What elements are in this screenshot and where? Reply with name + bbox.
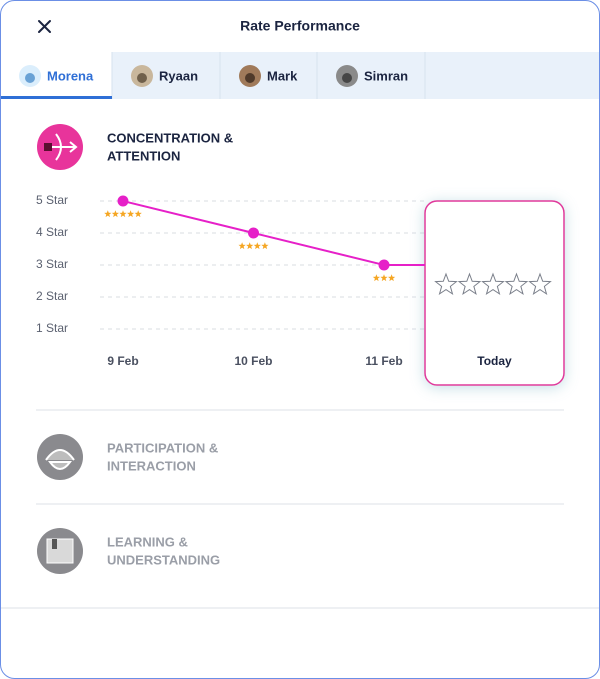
mini-star bbox=[253, 242, 261, 250]
y-tick-label: 1 Star bbox=[36, 321, 68, 335]
section-title: CONCENTRATION & bbox=[107, 130, 233, 145]
section-title: LEARNING & bbox=[107, 534, 188, 549]
avatar-face bbox=[25, 73, 35, 83]
mini-star bbox=[387, 274, 396, 282]
point bbox=[378, 259, 390, 271]
tab-background[interactable] bbox=[221, 52, 317, 99]
avatar-face bbox=[245, 73, 255, 83]
rating-star-button[interactable] bbox=[434, 272, 458, 296]
section-title: ATTENTION bbox=[107, 148, 180, 163]
avatar-face bbox=[137, 73, 147, 83]
tab[interactable]: Morena bbox=[1, 52, 113, 99]
rating-section[interactable]: CONCENTRATION & ATTENTION bbox=[37, 124, 233, 170]
rating-star-button[interactable] bbox=[528, 272, 552, 296]
star-rating bbox=[372, 274, 396, 282]
y-tick-label: 3 Star bbox=[36, 257, 68, 271]
rating-section[interactable]: PARTICIPATION & INTERACTION bbox=[37, 434, 218, 480]
rating-star-button[interactable] bbox=[481, 272, 505, 296]
x-tick-label: Today bbox=[477, 354, 512, 368]
section-title: UNDERSTANDING bbox=[107, 552, 220, 567]
tab-background[interactable] bbox=[318, 52, 425, 99]
y-tick-label: 2 Star bbox=[36, 289, 68, 303]
tab-label[interactable]: Ryaan bbox=[159, 68, 198, 83]
y-tick-label: 4 Star bbox=[36, 225, 68, 239]
rating-section[interactable]: LEARNING & UNDERSTANDING bbox=[37, 528, 220, 574]
tab[interactable]: Mark bbox=[221, 52, 318, 99]
mini-star bbox=[104, 210, 112, 218]
icon-target bbox=[44, 143, 52, 151]
tab-background[interactable] bbox=[113, 52, 220, 99]
y-tick-label: 5 Star bbox=[36, 193, 68, 207]
mini-star bbox=[238, 242, 246, 250]
x-tick-label: 10 Feb bbox=[234, 354, 272, 368]
mini-star bbox=[372, 274, 381, 282]
rating-star-button[interactable] bbox=[457, 272, 482, 296]
page-title: Rate Performance bbox=[240, 18, 360, 34]
icon-bookmark bbox=[52, 539, 57, 549]
mini-star bbox=[246, 242, 254, 250]
tab-label[interactable]: Simran bbox=[364, 68, 408, 83]
tab-label[interactable]: Mark bbox=[267, 68, 298, 83]
section-title: PARTICIPATION & bbox=[107, 440, 218, 455]
avatar-face bbox=[342, 73, 352, 83]
today-card[interactable] bbox=[424, 200, 565, 386]
rating-star-button[interactable] bbox=[504, 272, 529, 296]
star-rating bbox=[104, 210, 142, 218]
tab[interactable]: Simran bbox=[318, 52, 426, 99]
icon-book bbox=[46, 538, 74, 564]
section-title: INTERACTION bbox=[107, 458, 196, 473]
tab-label[interactable]: Morena bbox=[47, 68, 94, 83]
x-tick-label: 11 Feb bbox=[365, 354, 402, 368]
mini-star bbox=[126, 210, 135, 218]
mini-star bbox=[111, 210, 120, 218]
mini-star bbox=[134, 210, 142, 218]
close-button[interactable] bbox=[38, 20, 51, 33]
point bbox=[248, 227, 259, 239]
star-rating bbox=[238, 242, 269, 250]
icon-face bbox=[45, 449, 75, 470]
mini-star bbox=[261, 242, 269, 250]
tab-underline bbox=[1, 96, 112, 99]
close-icon[interactable] bbox=[38, 20, 51, 33]
mini-star bbox=[380, 274, 388, 282]
point bbox=[117, 195, 129, 207]
tab[interactable]: Ryaan bbox=[113, 52, 221, 99]
mini-star bbox=[119, 210, 127, 218]
x-tick-label: 9 Feb bbox=[107, 354, 138, 368]
